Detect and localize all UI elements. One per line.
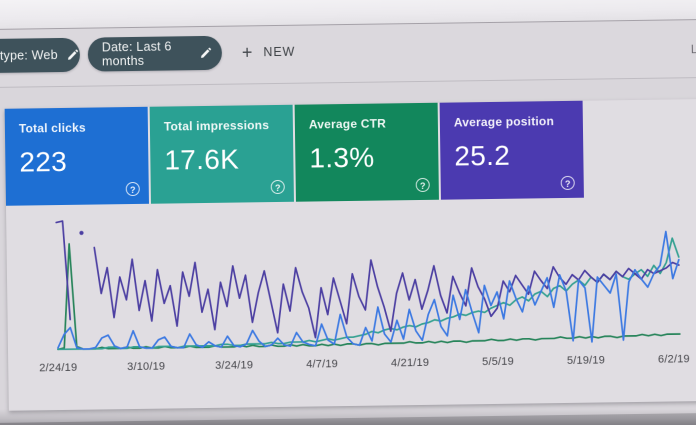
performance-report-panel: Total clicks 223 ? Total impressions 17.… [4, 98, 696, 411]
metric-value: 223 [19, 145, 68, 178]
x-axis-label: 5/19/19 [566, 354, 606, 367]
metric-card-average-position[interactable]: Average position 25.2 ? [439, 100, 584, 200]
search-type-chip[interactable]: type: Web [0, 37, 81, 74]
metric-label: Total clicks [18, 120, 86, 136]
metric-card-total-clicks[interactable]: Total clicks 223 ? [4, 106, 149, 206]
x-axis-label: 4/21/19 [390, 356, 430, 370]
metric-label: Average CTR [308, 116, 387, 132]
right-edge-clipped-text: La [690, 44, 696, 57]
x-axis-label: 5/5/19 [482, 355, 515, 369]
date-range-chip-label: Date: Last 6 months [101, 39, 172, 69]
help-icon[interactable]: ? [270, 179, 285, 195]
performance-chart-svg[interactable] [55, 203, 681, 356]
metric-label: Total impressions [163, 118, 270, 134]
help-icon[interactable]: ? [125, 181, 140, 197]
metric-card-total-impressions[interactable]: Total impressions 17.6K ? [149, 104, 294, 204]
edit-pencil-icon [200, 47, 212, 59]
x-axis-label: 3/24/19 [214, 359, 254, 372]
new-filter-button[interactable]: + NEW [236, 38, 302, 67]
date-range-chip[interactable]: Date: Last 6 months [87, 35, 223, 72]
help-icon[interactable]: ? [560, 175, 575, 191]
edit-pencil-icon [67, 49, 79, 61]
help-icon[interactable]: ? [415, 177, 430, 193]
x-axis-label: 3/10/19 [127, 360, 166, 374]
x-axis-label: 2/24/19 [39, 361, 78, 375]
new-filter-button-label: NEW [263, 44, 296, 60]
metric-label: Average position [453, 114, 555, 130]
metric-cards-row: Total clicks 223 ? Total impressions 17.… [4, 99, 696, 206]
x-axis-label: 6/2/19 [657, 353, 690, 366]
performance-chart[interactable]: 2/24/19 3/10/19 3/24/19 4/7/19 4/21/19 5/5/19… [39, 203, 690, 387]
x-axis-label: 4/7/19 [306, 358, 339, 371]
metric-value: 25.2 [454, 139, 511, 172]
filter-bar: type: Web Date: Last 6 months + NEW La [0, 19, 696, 89]
plus-icon: + [241, 42, 253, 63]
metric-value: 17.6K [164, 143, 240, 176]
metric-card-average-ctr[interactable]: Average CTR 1.3% ? [294, 102, 439, 202]
search-type-chip-label: type: Web [0, 48, 58, 63]
chart-x-axis: 2/24/19 3/10/19 3/24/19 4/7/19 4/21/19 5/5/19… [39, 353, 690, 380]
metric-value: 1.3% [309, 141, 375, 174]
